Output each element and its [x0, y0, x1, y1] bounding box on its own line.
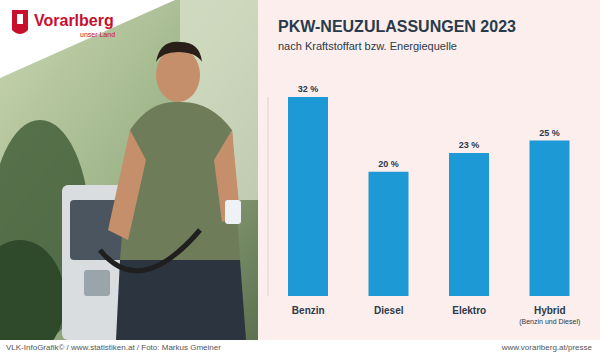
html-text:www.vorarlberg.at/presse: www.vorarlberg.at/presse	[501, 343, 592, 352]
svg-text:Diesel: Diesel	[374, 305, 404, 316]
svg-text:25 %: 25 %	[539, 128, 560, 138]
svg-text:Elektro: Elektro	[452, 305, 486, 316]
svg-text:Hybrid: Hybrid	[534, 305, 566, 316]
svg-text:20 %: 20 %	[378, 159, 399, 169]
html-text:nach Kraftstoffart bzw. Energi: nach Kraftstoffart bzw. Energiequelle	[278, 40, 457, 52]
svg-text:Benzin: Benzin	[292, 305, 325, 316]
svg-text:unser Land: unser Land	[80, 31, 115, 38]
svg-text:Vorarlberg: Vorarlberg	[34, 12, 114, 29]
svg-text:(Benzin und Diesel): (Benzin und Diesel)	[519, 318, 580, 326]
svg-text:23 %: 23 %	[459, 140, 480, 150]
svg-text:32 %: 32 %	[298, 84, 319, 94]
html-text:PKW-NEUZULASSUNGEN 2023: PKW-NEUZULASSUNGEN 2023	[278, 18, 516, 35]
html-text:VLK-InfoGrafik© / www.statisti: VLK-InfoGrafik© / www.statistiken.at / F…	[6, 343, 221, 352]
